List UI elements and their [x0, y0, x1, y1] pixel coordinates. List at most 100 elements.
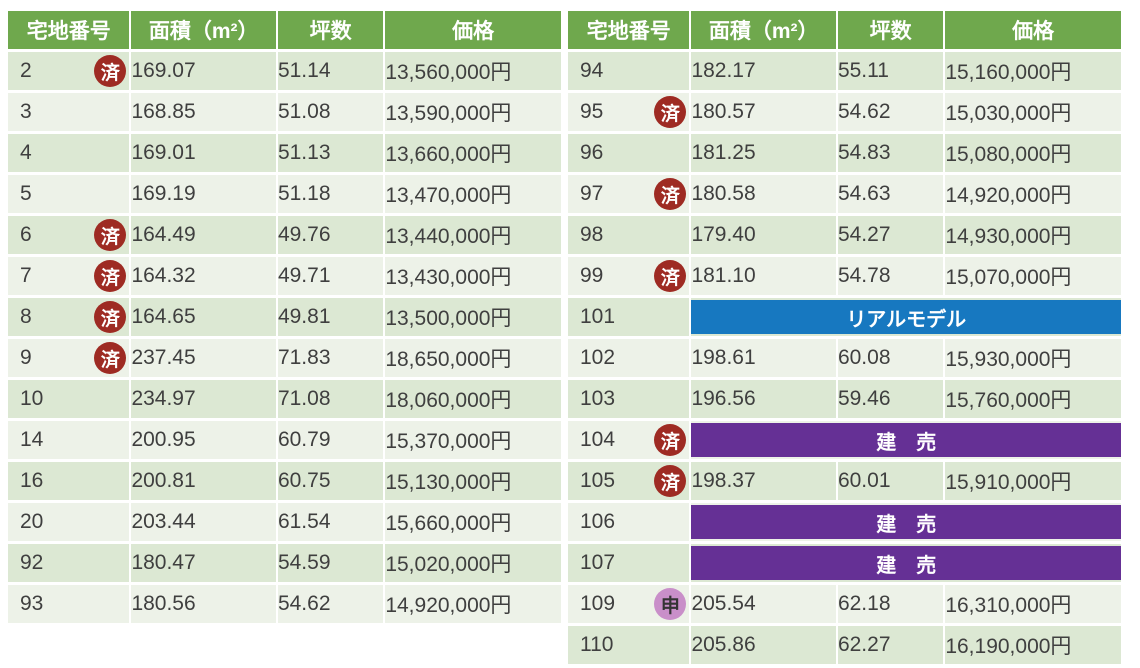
price-cell: 16,310,000円 — [945, 585, 1121, 623]
table-row: 6 済 164.49 49.76 13,440,000円 — [8, 216, 561, 254]
area-cell: 169.01 — [131, 134, 276, 172]
tsubo-cell: 61.54 — [277, 503, 384, 541]
price-cell: 15,070,000円 — [945, 257, 1121, 295]
tsubo-cell: 51.14 — [277, 52, 384, 90]
column-header-lot: 宅地番号 — [568, 11, 690, 49]
lot-number-wrap: 101 — [568, 298, 689, 336]
column-header-area: 面積（m²） — [691, 11, 836, 49]
price-cell: 15,760,000円 — [945, 380, 1121, 418]
area-cell: 169.07 — [131, 52, 276, 90]
tsubo-cell: 54.62 — [277, 585, 384, 623]
tsubo-cell: 51.13 — [277, 134, 384, 172]
table-row: 14 200.95 60.79 15,370,000円 — [8, 421, 561, 459]
tsubo-cell: 59.46 — [837, 380, 944, 418]
lot-number-wrap: 3 — [8, 93, 129, 131]
applied-badge: 申 — [654, 588, 687, 620]
area-cell: 164.65 — [131, 298, 276, 336]
built-for-sale-banner: 建 売 — [691, 505, 1121, 539]
tsubo-cell: 54.78 — [837, 257, 944, 295]
area-cell: 180.47 — [131, 544, 276, 582]
lot-number: 96 — [580, 141, 604, 164]
lot-number: 110 — [580, 633, 614, 656]
lot-number: 92 — [20, 551, 44, 574]
lot-number-wrap: 14 — [8, 421, 129, 459]
area-cell: 181.10 — [691, 257, 836, 295]
header-row: 宅地番号 面積（m²） 坪数 価格 — [568, 11, 1121, 49]
column-header-tsubo: 坪数 — [277, 11, 384, 49]
tsubo-cell: 60.08 — [837, 339, 944, 377]
lot-number: 16 — [20, 469, 44, 492]
table-row: 109 申 205.54 62.18 16,310,000円 — [568, 585, 1121, 623]
lot-number: 3 — [20, 100, 32, 123]
sold-badge: 済 — [94, 342, 127, 374]
lot-number-cell: 3 — [8, 93, 130, 131]
lot-number-wrap: 109 申 — [568, 585, 689, 623]
lot-number: 2 — [20, 59, 32, 82]
lot-number: 8 — [20, 305, 32, 328]
tsubo-cell: 51.08 — [277, 93, 384, 131]
table-row: 94 182.17 55.11 15,160,000円 — [568, 52, 1121, 90]
tsubo-cell: 71.83 — [277, 339, 384, 377]
sold-badge: 済 — [654, 260, 687, 292]
area-cell: 179.40 — [691, 216, 836, 254]
lot-number-wrap: 105 済 — [568, 462, 689, 500]
lot-number: 98 — [580, 223, 604, 246]
sold-badge: 済 — [654, 465, 687, 497]
header-row: 宅地番号 面積（m²） 坪数 価格 — [8, 11, 561, 49]
price-cell: 15,160,000円 — [945, 52, 1121, 90]
lot-number-cell: 102 — [568, 339, 690, 377]
lot-number: 107 — [580, 551, 616, 574]
lot-number: 6 — [20, 223, 32, 246]
table-row: 104 済建 売 — [568, 421, 1121, 459]
lot-number-cell: 104 済 — [568, 421, 690, 459]
lot-number: 106 — [580, 510, 616, 533]
sold-badge: 済 — [94, 260, 127, 292]
lot-number-cell: 16 — [8, 462, 130, 500]
lot-number-cell: 101 — [568, 298, 690, 336]
price-cell: 14,920,000円 — [385, 585, 561, 623]
sold-badge: 済 — [654, 96, 687, 128]
lot-number: 93 — [20, 592, 44, 615]
table-row: 95 済 180.57 54.62 15,030,000円 — [568, 93, 1121, 131]
tsubo-cell: 54.27 — [837, 216, 944, 254]
price-cell: 14,920,000円 — [945, 175, 1121, 213]
lot-number-wrap: 94 — [568, 52, 689, 90]
price-cell: 13,590,000円 — [385, 93, 561, 131]
price-cell: 15,080,000円 — [945, 134, 1121, 172]
lot-number: 101 — [580, 305, 616, 328]
lot-number: 97 — [580, 182, 604, 205]
table-row: 96 181.25 54.83 15,080,000円 — [568, 134, 1121, 172]
lot-number-cell: 109 申 — [568, 585, 690, 623]
table-row: 8 済 164.65 49.81 13,500,000円 — [8, 298, 561, 336]
table-row: 102 198.61 60.08 15,930,000円 — [568, 339, 1121, 377]
table-row: 10 234.97 71.08 18,060,000円 — [8, 380, 561, 418]
area-cell: 205.54 — [691, 585, 836, 623]
built-for-sale-banner: 建 売 — [691, 423, 1121, 457]
lot-number: 94 — [580, 59, 604, 82]
column-header-tsubo: 坪数 — [837, 11, 944, 49]
sold-badge: 済 — [94, 55, 127, 87]
lot-number: 5 — [20, 182, 32, 205]
lot-number-cell: 103 — [568, 380, 690, 418]
lot-number-cell: 94 — [568, 52, 690, 90]
lot-number: 99 — [580, 264, 604, 287]
price-cell: 15,910,000円 — [945, 462, 1121, 500]
area-cell: 168.85 — [131, 93, 276, 131]
price-cell: 16,190,000円 — [945, 626, 1121, 664]
lot-number-cell: 93 — [8, 585, 130, 623]
area-cell: 200.81 — [131, 462, 276, 500]
tsubo-cell: 62.18 — [837, 585, 944, 623]
lot-number-cell: 98 — [568, 216, 690, 254]
tsubo-cell: 60.75 — [277, 462, 384, 500]
price-table-left: 宅地番号 面積（m²） 坪数 価格 2 済 169.07 51.14 13,560,000円 3… — [6, 8, 563, 626]
area-cell: 200.95 — [131, 421, 276, 459]
tsubo-cell: 54.63 — [837, 175, 944, 213]
price-cell: 13,430,000円 — [385, 257, 561, 295]
price-cell: 15,660,000円 — [385, 503, 561, 541]
area-cell: 180.56 — [131, 585, 276, 623]
